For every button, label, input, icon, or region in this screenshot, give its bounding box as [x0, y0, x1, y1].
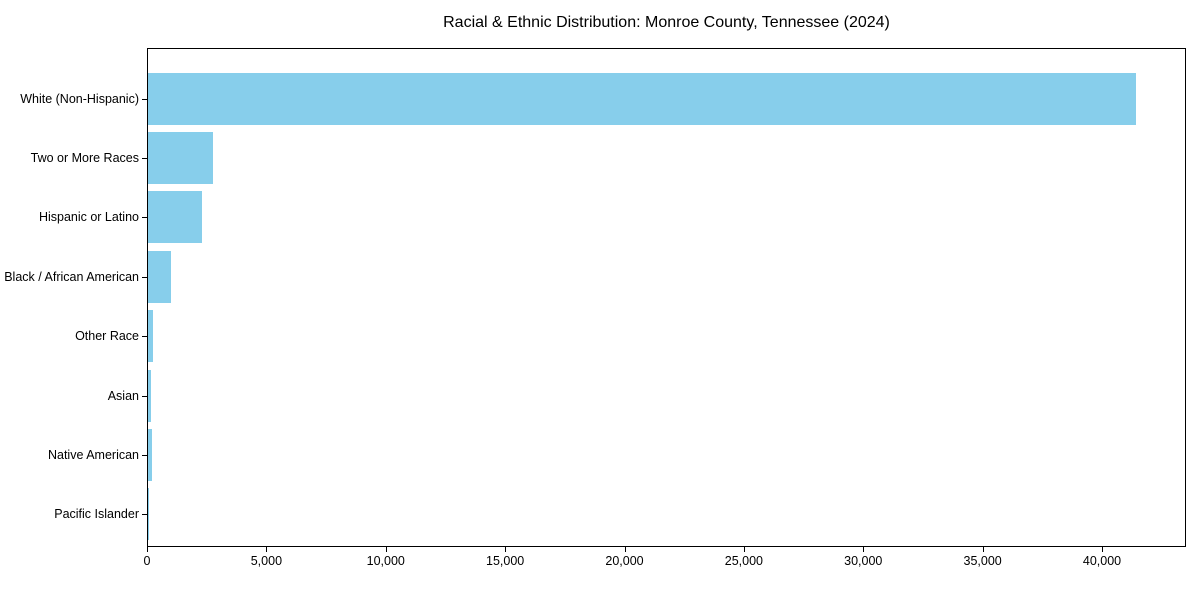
x-axis-tick [266, 547, 268, 552]
x-axis-tick [1102, 547, 1103, 552]
y-axis-tick [142, 157, 147, 159]
x-axis-tick-label: 10,000 [366, 554, 405, 568]
bar [148, 191, 202, 244]
bar [148, 131, 214, 184]
y-axis-category-label: Hispanic or Latino [38, 210, 139, 225]
x-axis-tick-label: 15,000 [486, 554, 525, 568]
plot-area [147, 48, 1186, 547]
y-axis-category-label: Two or More Races [30, 150, 139, 165]
bar [148, 310, 153, 363]
x-axis-tick-label: 25,000 [724, 554, 763, 568]
chart-title: Racial & Ethnic Distribution: Monroe Cou… [443, 14, 890, 31]
y-axis-tick [142, 514, 147, 516]
y-axis-tick [142, 98, 147, 100]
y-axis-category-label: Black / African American [4, 269, 139, 284]
y-axis-category-label: Native American [47, 447, 139, 462]
x-axis-tick [982, 547, 984, 552]
x-axis-tick-label: 20,000 [605, 554, 644, 568]
y-axis-tick [142, 276, 147, 278]
y-axis-tick [142, 336, 147, 338]
x-axis-tick [624, 547, 626, 552]
x-axis-tick-label: 35,000 [963, 554, 1002, 568]
y-axis-tick [142, 217, 147, 219]
x-axis-tick [505, 547, 507, 552]
x-axis-tick-label: 0 [143, 554, 151, 568]
y-axis-tick [142, 395, 147, 397]
bar [148, 72, 1137, 125]
y-axis-category-label: Other Race [75, 329, 139, 344]
y-axis-category-label: Asian [107, 388, 139, 403]
x-axis-tick-label: 30,000 [844, 554, 883, 568]
y-axis-tick [142, 454, 147, 456]
y-axis-category-label: White (Non-Hispanic) [20, 91, 139, 106]
x-axis-tick [147, 547, 148, 552]
x-axis-tick-label: 40,000 [1082, 554, 1122, 568]
x-axis-tick [385, 547, 387, 552]
bar [148, 369, 151, 422]
y-axis-category-label: Pacific Islander [54, 507, 139, 522]
x-axis-tick-label: 5,000 [250, 554, 283, 568]
x-axis-tick [743, 547, 745, 552]
x-axis-tick [863, 547, 865, 552]
bar [148, 428, 152, 481]
bar [148, 250, 172, 303]
bar [148, 488, 149, 541]
